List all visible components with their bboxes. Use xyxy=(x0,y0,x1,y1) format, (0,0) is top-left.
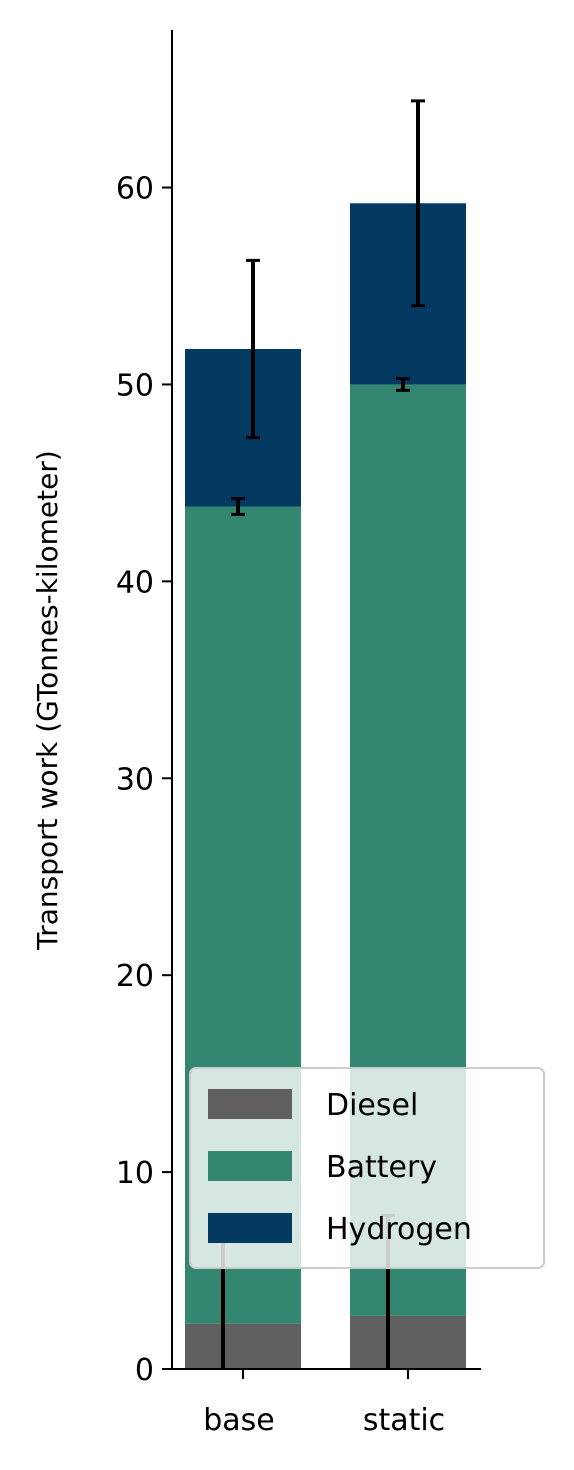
y-tick-label: 10 xyxy=(116,1156,154,1191)
legend-label: Diesel xyxy=(326,1088,418,1123)
x-tick-label: static xyxy=(363,1403,445,1438)
error-bar-static-hydrogen xyxy=(411,99,425,308)
bar-base-hydrogen xyxy=(185,348,301,507)
error-bar-base-hydrogen xyxy=(246,258,260,440)
legend-item-diesel: Diesel xyxy=(208,1088,418,1123)
bar-base-diesel xyxy=(185,1323,301,1369)
bar-static-hydrogen xyxy=(350,203,466,385)
x-ticks: base static xyxy=(203,1369,445,1438)
legend-label: Battery xyxy=(326,1150,437,1185)
legend-swatch xyxy=(208,1151,292,1181)
x-tick-label: base xyxy=(203,1403,275,1438)
error-bar-static-battery xyxy=(396,377,410,392)
y-tick-label: 20 xyxy=(116,959,154,994)
y-tick-label: 30 xyxy=(116,762,154,797)
legend-item-battery: Battery xyxy=(208,1150,437,1185)
error-bar-base-battery xyxy=(231,497,245,516)
y-tick-label: 50 xyxy=(116,368,154,403)
y-axis-title: Transport work (GTonnes-kilometer) xyxy=(31,450,64,951)
y-tick-label: 40 xyxy=(116,565,154,600)
legend-item-hydrogen: Hydrogen xyxy=(208,1212,472,1247)
legend-swatch xyxy=(208,1213,292,1243)
bar-static-diesel xyxy=(350,1315,466,1369)
y-ticks: 0 10 20 30 40 50 60 xyxy=(116,172,172,1388)
legend-label: Hydrogen xyxy=(326,1212,472,1247)
y-tick-label: 60 xyxy=(116,172,154,207)
legend-swatch xyxy=(208,1089,292,1119)
y-tick-label: 0 xyxy=(135,1353,154,1388)
legend: Diesel Battery Hydrogen xyxy=(189,1067,545,1269)
